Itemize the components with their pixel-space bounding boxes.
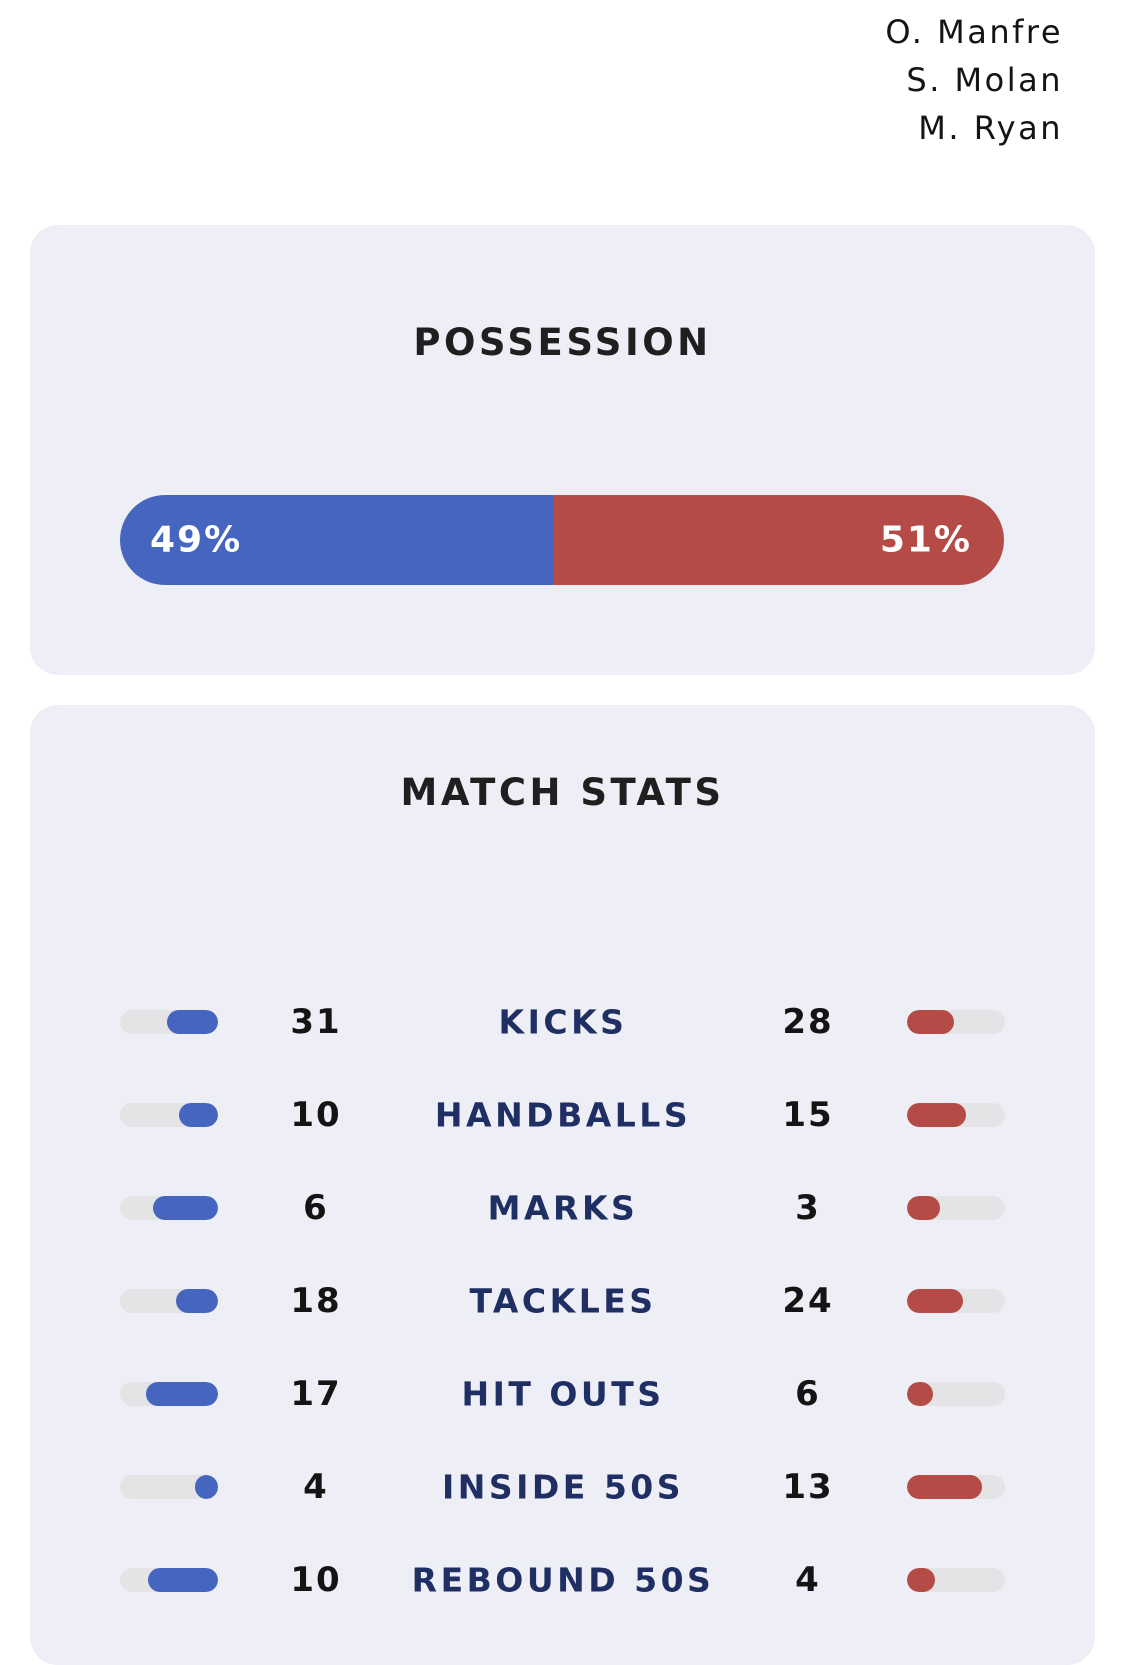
home-stat-bar-track bbox=[120, 1567, 218, 1592]
home-stat-value: 18 bbox=[290, 1280, 342, 1321]
home-stat-bar-track bbox=[120, 1381, 218, 1406]
stat-row: 10 REBOUND 50S 4 bbox=[30, 1533, 1095, 1626]
home-stat-bar-fill bbox=[178, 1102, 218, 1127]
home-stat-bar-fill bbox=[148, 1567, 218, 1592]
away-stat-bar-fill bbox=[907, 1567, 935, 1592]
goal-scorers-list: O. Manfre S. Molan M. Ryan bbox=[885, 8, 1063, 152]
away-stat-bar-fill bbox=[907, 1288, 963, 1313]
stat-label: REBOUND 50S bbox=[411, 1560, 715, 1599]
home-stat-value: 6 bbox=[303, 1187, 329, 1228]
match-stats-rows: 31 KICKS 28 10 HANDBALLS 15 6 MARKS 3 18 TACKLES 24… bbox=[30, 975, 1095, 1626]
scorer-name: O. Manfre bbox=[885, 13, 1063, 51]
home-stat-bar-fill bbox=[145, 1381, 218, 1406]
home-stat-bar-fill bbox=[194, 1474, 218, 1499]
away-stat-bar-track bbox=[907, 1195, 1005, 1220]
away-stat-value: 24 bbox=[782, 1280, 834, 1321]
possession-title: POSSESSION bbox=[413, 321, 712, 364]
away-stat-bar-track bbox=[907, 1288, 1005, 1313]
possession-away-segment: 51% bbox=[553, 495, 1004, 585]
away-stat-bar-fill bbox=[907, 1195, 940, 1220]
possession-card: POSSESSION 49% 51% bbox=[30, 225, 1095, 675]
away-stat-bar-fill bbox=[907, 1381, 933, 1406]
stat-label: MARKS bbox=[487, 1188, 639, 1227]
home-stat-bar-track bbox=[120, 1474, 218, 1499]
away-stat-value: 3 bbox=[795, 1187, 821, 1228]
home-stat-bar-track bbox=[120, 1195, 218, 1220]
home-stat-value: 10 bbox=[290, 1094, 342, 1135]
stat-row: 31 KICKS 28 bbox=[30, 975, 1095, 1068]
home-stat-value: 4 bbox=[303, 1466, 329, 1507]
away-stat-value: 28 bbox=[782, 1001, 834, 1042]
stat-row: 10 HANDBALLS 15 bbox=[30, 1068, 1095, 1161]
away-stat-bar-track bbox=[907, 1474, 1005, 1499]
away-stat-value: 13 bbox=[782, 1466, 834, 1507]
stat-row: 18 TACKLES 24 bbox=[30, 1254, 1095, 1347]
stat-label: KICKS bbox=[498, 1002, 628, 1041]
stat-row: 17 HIT OUTS 6 bbox=[30, 1347, 1095, 1440]
away-stat-bar-track bbox=[907, 1381, 1005, 1406]
possession-away-label: 51% bbox=[879, 519, 972, 561]
away-stat-value: 6 bbox=[795, 1373, 821, 1414]
away-stat-bar-track bbox=[907, 1009, 1005, 1034]
away-stat-bar-fill bbox=[907, 1102, 966, 1127]
stat-label: TACKLES bbox=[469, 1281, 657, 1320]
possession-bar: 49% 51% bbox=[120, 495, 1004, 585]
match-stats-card: MATCH STATS 31 KICKS 28 10 HANDBALLS 15 6 MARKS… bbox=[30, 705, 1095, 1665]
home-stat-bar-fill bbox=[152, 1195, 218, 1220]
away-stat-value: 15 bbox=[782, 1094, 834, 1135]
away-stat-value: 4 bbox=[795, 1559, 821, 1600]
home-stat-bar-fill bbox=[166, 1009, 218, 1034]
home-stat-bar-track bbox=[120, 1102, 218, 1127]
stat-label: INSIDE 50S bbox=[441, 1467, 685, 1506]
stat-label: HIT OUTS bbox=[461, 1374, 665, 1413]
away-stat-bar-fill bbox=[907, 1009, 954, 1034]
stat-row: 6 MARKS 3 bbox=[30, 1161, 1095, 1254]
possession-home-segment: 49% bbox=[120, 495, 554, 585]
home-stat-bar-fill bbox=[176, 1288, 218, 1313]
possession-home-label: 49% bbox=[150, 519, 243, 561]
away-stat-bar-track bbox=[907, 1567, 1005, 1592]
home-stat-bar-track bbox=[120, 1288, 218, 1313]
stat-row: 4 INSIDE 50S 13 bbox=[30, 1440, 1095, 1533]
scorer-name: M. Ryan bbox=[918, 109, 1063, 147]
stat-label: HANDBALLS bbox=[434, 1095, 692, 1134]
home-stat-value: 17 bbox=[290, 1373, 342, 1414]
home-stat-bar-track bbox=[120, 1009, 218, 1034]
scorer-name: S. Molan bbox=[906, 61, 1063, 99]
home-stat-value: 10 bbox=[290, 1559, 342, 1600]
home-stat-value: 31 bbox=[290, 1001, 342, 1042]
match-stats-title: MATCH STATS bbox=[400, 771, 725, 814]
away-stat-bar-fill bbox=[907, 1474, 982, 1499]
away-stat-bar-track bbox=[907, 1102, 1005, 1127]
